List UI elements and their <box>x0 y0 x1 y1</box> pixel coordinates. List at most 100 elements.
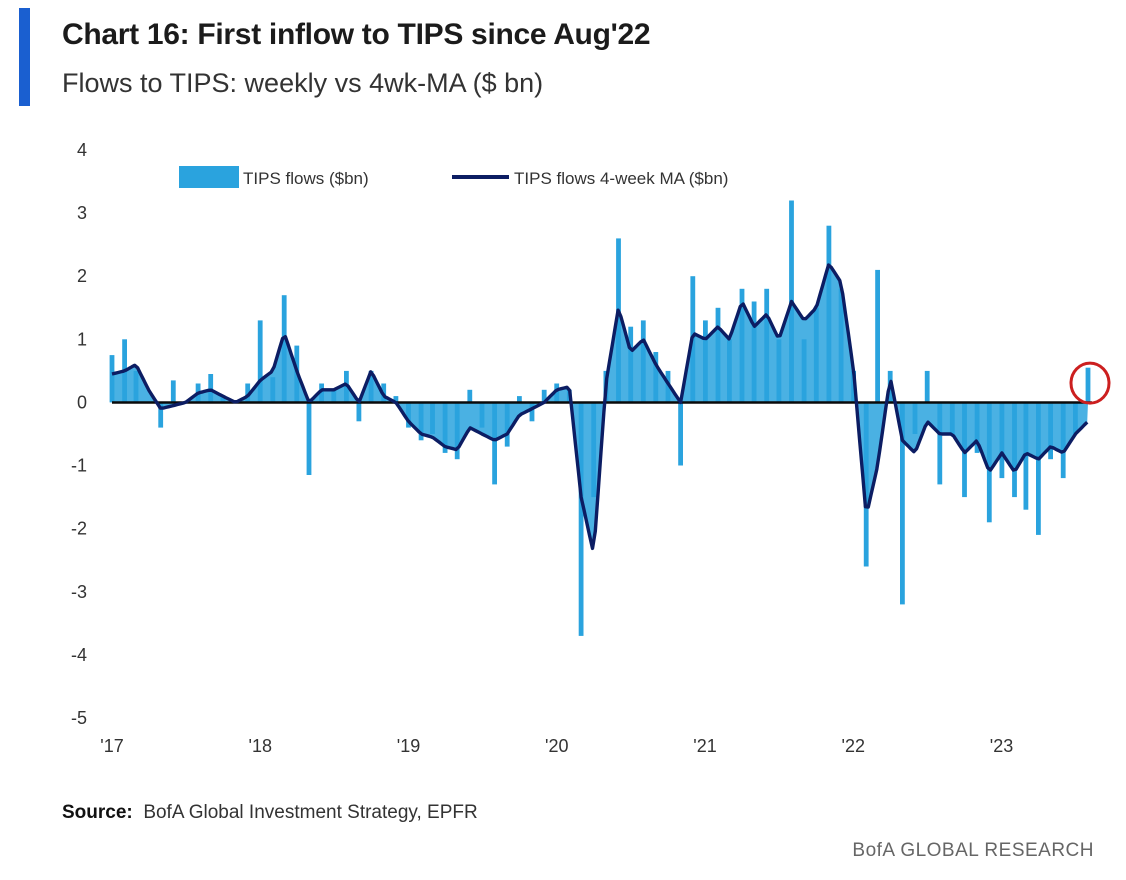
weekly-flow-bars <box>109 200 1091 636</box>
weekly-flow-bar <box>838 288 844 403</box>
weekly-flow-bar <box>826 225 832 403</box>
title-accent-bar <box>19 8 30 106</box>
y-tick-label: -4 <box>71 645 87 665</box>
x-axis-ticks: '17 '18 '19 '20 '21 '22 '23 <box>100 736 1013 756</box>
weekly-flow-bar <box>900 402 905 605</box>
weekly-flow-bar <box>640 320 646 403</box>
weekly-flow-bar <box>319 383 324 403</box>
weekly-flow-bar <box>158 402 164 428</box>
y-tick-label: 4 <box>77 140 87 160</box>
weekly-flow-bar <box>1036 402 1041 535</box>
weekly-flow-bar <box>454 402 460 460</box>
weekly-flow-bar <box>937 402 943 485</box>
weekly-flow-bar <box>727 339 732 403</box>
x-tick-label: '19 <box>397 736 420 756</box>
weekly-flow-bar <box>813 307 819 403</box>
weekly-flow-bar <box>393 396 399 403</box>
y-tick-label: 3 <box>77 203 87 223</box>
weekly-flow-bar <box>949 402 955 434</box>
x-tick-label: '22 <box>842 736 865 756</box>
brand-footer: BofA GLOBAL RESEARCH <box>852 840 1094 861</box>
weekly-flow-bar <box>281 295 287 403</box>
weekly-flow-bar <box>776 339 782 403</box>
latest-inflow-highlight-circle <box>1069 361 1111 405</box>
ma-line <box>111 263 1089 551</box>
weekly-flow-bar <box>591 402 597 498</box>
weekly-flow-bar <box>467 389 473 403</box>
y-tick-label: 2 <box>77 266 87 286</box>
y-tick-label: -3 <box>71 582 87 602</box>
weekly-flow-bar <box>665 370 671 403</box>
legend: TIPS flows ($bn) TIPS flows 4-week MA ($… <box>179 166 728 188</box>
weekly-flow-bar <box>430 402 435 434</box>
weekly-flow-bar <box>306 402 312 475</box>
weekly-flow-bar <box>578 402 584 636</box>
weekly-flow-bar <box>678 402 683 466</box>
weekly-flow-bar <box>406 402 411 428</box>
x-tick-label: '17 <box>100 736 123 756</box>
y-tick-label: -2 <box>71 519 87 539</box>
weekly-flow-bar <box>703 320 708 403</box>
weekly-flow-bar <box>1073 402 1078 434</box>
weekly-flow-bar <box>529 402 535 422</box>
weekly-flow-bar <box>1012 402 1017 498</box>
x-tick-label: '20 <box>545 736 568 756</box>
chart-subtitle: Flows to TIPS: weekly vs 4wk-MA ($ bn) <box>62 68 544 98</box>
weekly-flow-bar <box>974 402 980 453</box>
weekly-flow-bar <box>170 380 176 403</box>
x-tick-label: '18 <box>249 736 272 756</box>
weekly-flow-bar <box>541 389 547 403</box>
legend-swatch-bars <box>179 166 239 188</box>
weekly-flow-bar <box>517 396 522 403</box>
y-tick-label: -1 <box>71 456 87 476</box>
weekly-flow-bar <box>715 307 721 403</box>
weekly-flow-bar <box>739 288 745 403</box>
weekly-flow-bar <box>999 402 1005 479</box>
weekly-flow-bar <box>863 402 869 567</box>
weekly-flow-bar <box>270 377 276 403</box>
weekly-flow-bar <box>801 339 807 403</box>
legend-label-bars: TIPS flows ($bn) <box>243 169 369 188</box>
y-tick-label: 1 <box>77 329 87 349</box>
source-note: Source: BofA Global Investment Strategy,… <box>62 802 478 824</box>
y-axis-ticks: 4 3 2 1 0 -1 -2 -3 -4 -5 <box>71 140 87 728</box>
weekly-flow-bar <box>442 402 448 453</box>
weekly-flow-bar <box>133 370 139 403</box>
weekly-flow-bar <box>616 238 621 403</box>
weekly-flow-bar <box>257 320 263 403</box>
source-label: Source: <box>62 802 133 823</box>
weekly-flow-bar <box>875 269 880 403</box>
source-text: BofA Global Investment Strategy, EPFR <box>143 802 478 823</box>
x-tick-label: '21 <box>693 736 716 756</box>
weekly-flow-bar <box>1060 402 1066 479</box>
weekly-flow-bar <box>479 402 485 428</box>
y-tick-label: 0 <box>77 392 87 412</box>
weekly-flow-bar <box>331 389 337 403</box>
weekly-flow-bar <box>109 355 115 403</box>
weekly-flow-bar <box>912 402 918 434</box>
weekly-flow-bar <box>764 288 770 403</box>
weekly-flow-bar <box>653 352 659 403</box>
weekly-flow-bar <box>208 374 214 403</box>
weekly-flow-bar <box>628 326 634 403</box>
weekly-flow-bar <box>554 383 560 403</box>
weekly-flow-bar <box>986 402 992 523</box>
weekly-flow-bar <box>220 396 226 403</box>
weekly-flow-bar <box>751 301 757 403</box>
weekly-flow-bar <box>492 402 497 485</box>
chart-title: Chart 16: First inflow to TIPS since Aug… <box>62 18 651 51</box>
legend-label-ma: TIPS flows 4-week MA ($bn) <box>514 169 728 188</box>
weekly-flow-bar <box>1048 402 1053 460</box>
x-tick-label: '23 <box>990 736 1013 756</box>
weekly-flow-bar <box>368 370 374 403</box>
weekly-flow-bar <box>504 402 510 447</box>
weekly-flow-bar <box>245 383 251 403</box>
weekly-flow-bar <box>924 370 930 403</box>
weekly-flow-bar <box>356 402 362 422</box>
y-tick-label: -5 <box>71 708 87 728</box>
weekly-flow-bar <box>1085 367 1091 403</box>
ma-area-fill <box>112 265 1088 549</box>
weekly-flow-bar <box>418 402 424 441</box>
